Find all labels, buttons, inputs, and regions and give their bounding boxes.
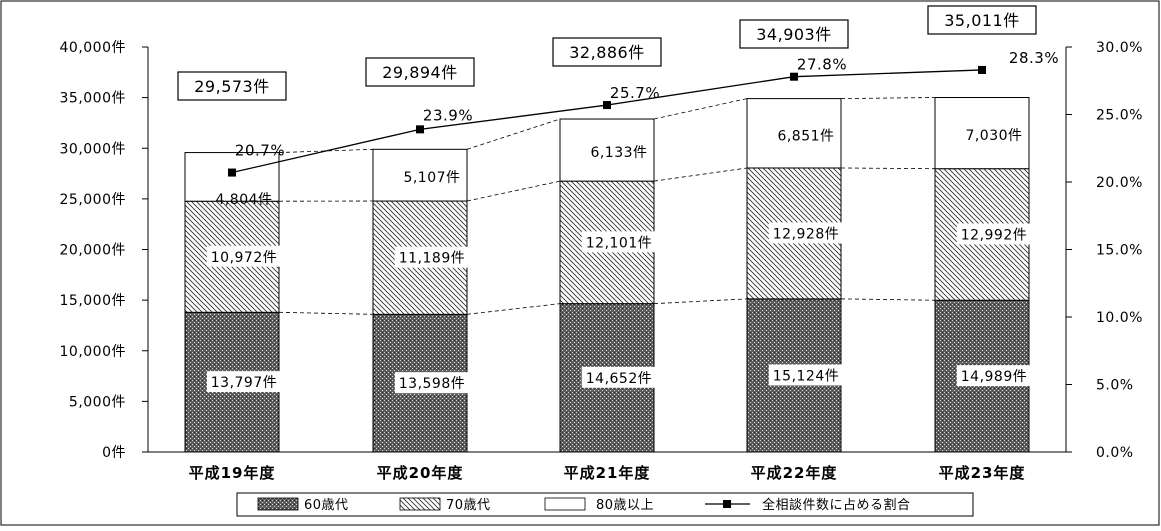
segment-label: 12,101件: [586, 235, 653, 251]
total-label: 29,894件: [382, 63, 458, 82]
connector-line: [654, 168, 747, 181]
segment-label: 7,030件: [965, 128, 1022, 144]
segment-label: 14,652件: [586, 371, 653, 387]
ratio-label: 23.9%: [423, 106, 473, 124]
ratio-marker: [603, 101, 611, 109]
y-left-tick-label: 0件: [102, 445, 126, 461]
y-right-tick-label: 20.0%: [1096, 175, 1143, 191]
y-right-tick-label: 25.0%: [1096, 108, 1143, 124]
legend-label-70s: 70歳代: [446, 498, 491, 513]
y-right-tick-label: 30.0%: [1096, 40, 1143, 56]
y-right-tick-label: 15.0%: [1096, 243, 1143, 259]
y-right-tick-label: 0.0%: [1096, 445, 1134, 461]
y-left-tick-label: 15,000件: [60, 293, 127, 309]
segment-label: 4,804件: [215, 192, 272, 208]
connector-line: [654, 299, 747, 304]
y-right-tick-label: 5.0%: [1096, 378, 1134, 394]
category-label: 平成22年度: [751, 464, 838, 482]
segment-label: 12,992件: [961, 227, 1028, 243]
connector-line: [467, 119, 560, 149]
segment-label: 10,972件: [211, 250, 278, 266]
total-label: 32,886件: [569, 43, 645, 62]
category-label: 平成23年度: [939, 464, 1026, 482]
connector-line: [841, 299, 935, 300]
ratio-label: 27.8%: [797, 56, 847, 74]
total-label: 29,573件: [194, 77, 270, 96]
legend-swatch-60s: [258, 498, 298, 510]
legend-swatch-70s: [400, 498, 440, 510]
segment-label: 13,797件: [211, 375, 278, 391]
connector-line: [467, 181, 560, 201]
ratio-label: 20.7%: [235, 142, 285, 160]
ratio-label: 28.3%: [1009, 49, 1059, 67]
legend-swatch-80plus: [545, 498, 585, 510]
category-label: 平成19年度: [189, 464, 276, 482]
ratio-marker: [416, 125, 424, 133]
total-label: 34,903件: [756, 25, 832, 44]
segment-label: 6,133件: [590, 145, 647, 161]
y-left-tick-label: 10,000件: [60, 344, 127, 360]
y-left-tick-label: 40,000件: [60, 40, 127, 56]
legend-line-marker: [723, 500, 731, 508]
y-left-tick-label: 5,000件: [69, 394, 126, 410]
connector-line: [279, 312, 373, 314]
y-left-tick-label: 20,000件: [60, 243, 127, 259]
legend-label-60s: 60歳代: [304, 498, 349, 513]
connector-line: [841, 168, 935, 169]
total-label: 35,011件: [944, 11, 1020, 30]
y-left-tick-label: 25,000件: [60, 192, 127, 208]
ratio-marker: [978, 66, 986, 74]
ratio-marker: [228, 169, 236, 177]
segment-label: 14,989件: [961, 369, 1028, 385]
ratio-marker: [790, 73, 798, 81]
segment-label: 11,189件: [399, 251, 466, 267]
ratio-label: 25.7%: [610, 84, 660, 102]
connector-line: [654, 99, 747, 119]
segment-label: 6,851件: [777, 128, 834, 144]
legend-label-80plus: 80歳以上: [596, 498, 654, 513]
connector-line: [467, 304, 560, 315]
category-label: 平成20年度: [377, 464, 464, 482]
segment-label: 12,928件: [773, 226, 840, 242]
segment-label: 13,598件: [399, 376, 466, 392]
legend-label-ratio: 全相談件数に占める割合: [762, 497, 911, 513]
y-right-tick-label: 10.0%: [1096, 310, 1143, 326]
segment-label: 5,107件: [403, 170, 460, 186]
y-left-tick-label: 35,000件: [60, 91, 127, 107]
category-label: 平成21年度: [564, 464, 651, 482]
connector-line: [841, 98, 935, 99]
y-left-tick-label: 30,000件: [60, 141, 127, 157]
segment-label: 15,124件: [773, 368, 840, 384]
legend: 60歳代 70歳代 80歳以上 全相談件数に占める割合: [237, 493, 973, 516]
